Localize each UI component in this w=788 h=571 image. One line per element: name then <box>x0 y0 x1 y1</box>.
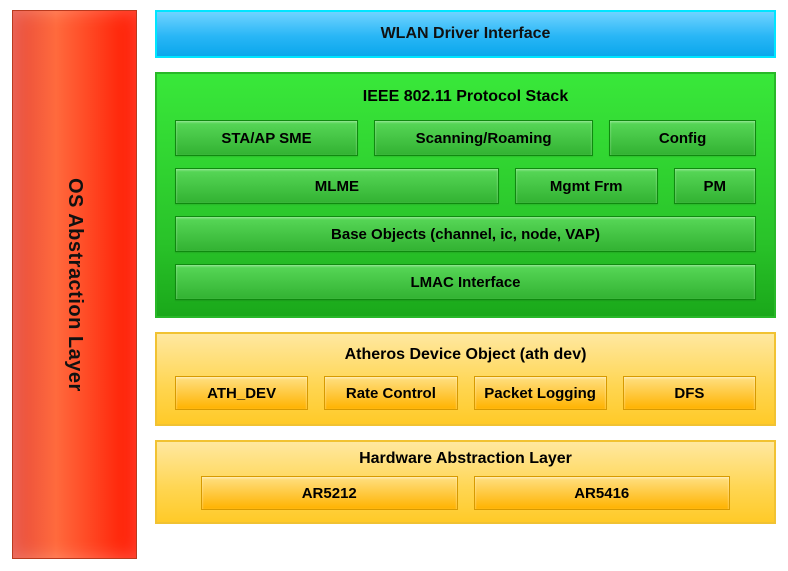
sme-box: STA/AP SME <box>175 120 358 156</box>
hal-title: Hardware Abstraction Layer <box>201 448 730 468</box>
base-objects-box: Base Objects (channel, ic, node, VAP) <box>175 216 756 252</box>
pm-label: PM <box>704 178 727 195</box>
stack-row-3: Base Objects (channel, ic, node, VAP) <box>175 216 756 252</box>
dfs-label: DFS <box>674 385 704 402</box>
packet-logging-box: Packet Logging <box>474 376 607 410</box>
lmac-box: LMAC Interface <box>175 264 756 300</box>
os-abstraction-sidebar: OS Abstraction Layer <box>12 10 137 559</box>
mlme-box: MLME <box>175 168 499 204</box>
mgmt-frm-box: Mgmt Frm <box>515 168 658 204</box>
hal-row: AR5212 AR5416 <box>201 476 730 510</box>
stack-row-2: MLME Mgmt Frm PM <box>175 168 756 204</box>
packet-logging-label: Packet Logging <box>484 385 596 402</box>
ar5212-label: AR5212 <box>302 485 357 502</box>
wlan-label: WLAN Driver Interface <box>381 25 551 43</box>
ieee-stack-container: IEEE 802.11 Protocol Stack STA/AP SME Sc… <box>155 72 776 318</box>
main-column: WLAN Driver Interface IEEE 802.11 Protoc… <box>155 10 776 559</box>
ath-dev-label: ATH_DEV <box>207 385 276 402</box>
stack-row-1: STA/AP SME Scanning/Roaming Config <box>175 120 756 156</box>
sme-label: STA/AP SME <box>221 130 311 147</box>
rate-control-box: Rate Control <box>324 376 457 410</box>
wlan-interface-box: WLAN Driver Interface <box>155 10 776 58</box>
lmac-label: LMAC Interface <box>410 274 520 291</box>
diagram-canvas: OS Abstraction Layer WLAN Driver Interfa… <box>0 0 788 571</box>
scanning-box: Scanning/Roaming <box>374 120 593 156</box>
ar5416-label: AR5416 <box>574 485 629 502</box>
sidebar-label: OS Abstraction Layer <box>63 178 86 392</box>
stack-title: IEEE 802.11 Protocol Stack <box>175 84 756 108</box>
scanning-label: Scanning/Roaming <box>416 130 552 147</box>
pm-box: PM <box>674 168 756 204</box>
atheros-row: ATH_DEV Rate Control Packet Logging DFS <box>175 376 756 410</box>
ath-dev-box: ATH_DEV <box>175 376 308 410</box>
config-box: Config <box>609 120 756 156</box>
dfs-box: DFS <box>623 376 756 410</box>
atheros-title: Atheros Device Object (ath dev) <box>175 342 756 366</box>
stack-row-4: LMAC Interface <box>175 264 756 300</box>
ar5212-box: AR5212 <box>201 476 458 510</box>
config-label: Config <box>659 130 706 147</box>
base-objects-label: Base Objects (channel, ic, node, VAP) <box>331 226 600 243</box>
atheros-container: Atheros Device Object (ath dev) ATH_DEV … <box>155 332 776 426</box>
rate-control-label: Rate Control <box>346 385 436 402</box>
mlme-label: MLME <box>315 178 359 195</box>
hal-container: Hardware Abstraction Layer AR5212 AR5416 <box>155 440 776 524</box>
ar5416-box: AR5416 <box>474 476 731 510</box>
mgmt-frm-label: Mgmt Frm <box>550 178 623 195</box>
